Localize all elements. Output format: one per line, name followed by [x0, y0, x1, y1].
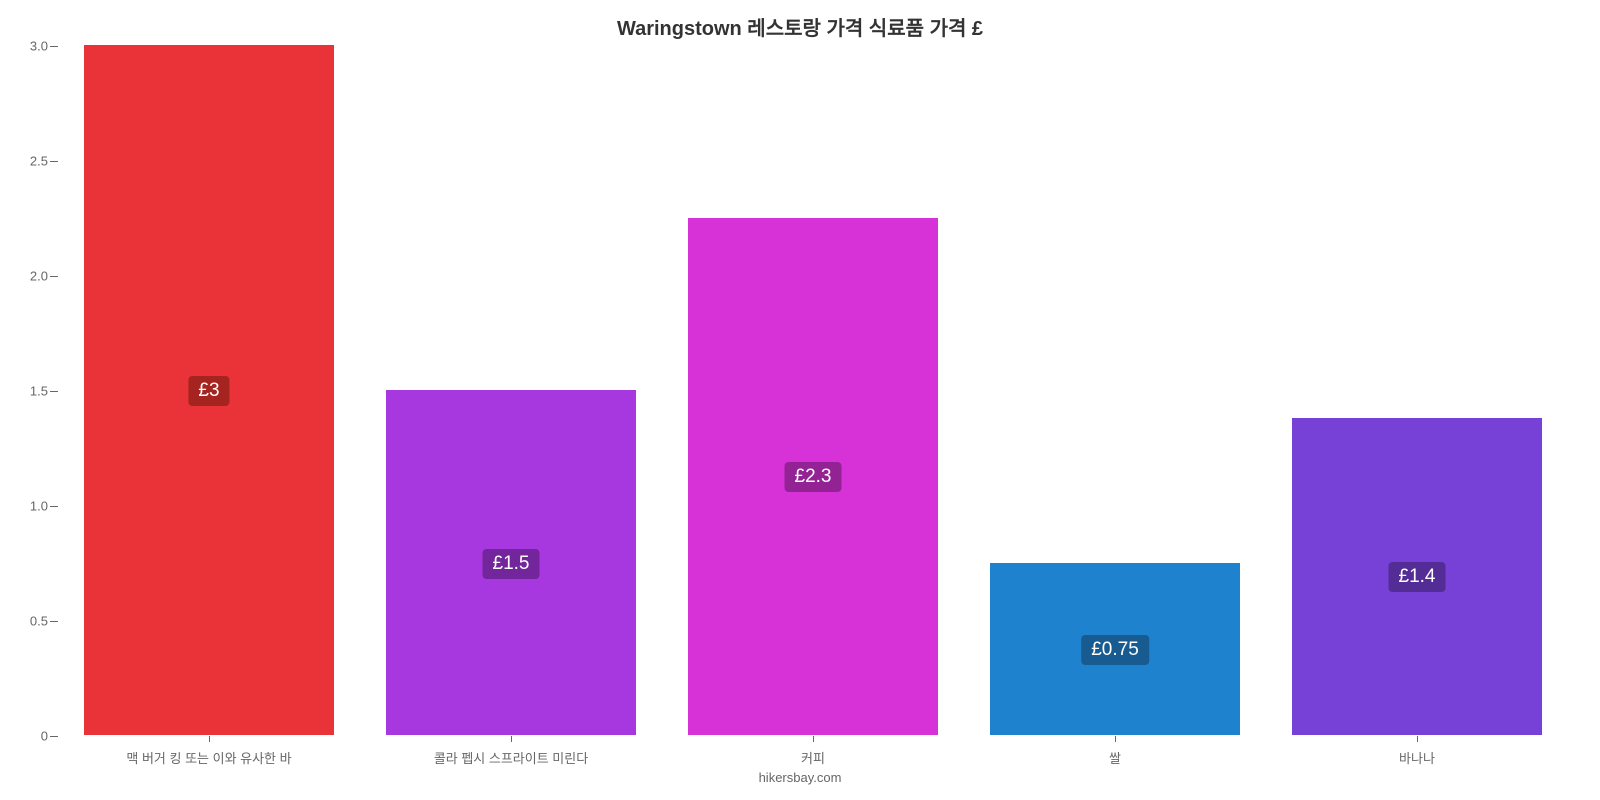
y-tick [50, 161, 58, 162]
y-tick-label: 2.5 [30, 154, 48, 169]
x-tick-label: 바나나 [1399, 748, 1435, 767]
plot-area: 00.51.01.52.02.53.0£3맥 버거 킹 또는 이와 유사한 바£… [58, 46, 1568, 736]
chart-attribution: hikersbay.com [0, 770, 1600, 785]
x-tick-label: 맥 버거 킹 또는 이와 유사한 바 [126, 748, 291, 767]
y-tick [50, 391, 58, 392]
x-tick-label: 콜라 펩시 스프라이트 미린다 [434, 748, 588, 767]
x-tick-label: 쌀 [1109, 748, 1121, 767]
bar-value-label: £2.3 [785, 462, 842, 492]
x-tick [1417, 736, 1418, 742]
bar-chart: Waringstown 레스토랑 가격 식료품 가격 £ 00.51.01.52… [0, 0, 1600, 800]
y-tick-label: 1.0 [30, 499, 48, 514]
y-tick-label: 0.5 [30, 614, 48, 629]
y-tick-label: 3.0 [30, 39, 48, 54]
bar-value-label: £1.4 [1389, 562, 1446, 592]
chart-title: Waringstown 레스토랑 가격 식료품 가격 £ [0, 12, 1600, 41]
y-tick [50, 621, 58, 622]
x-tick [209, 736, 210, 742]
x-tick [1115, 736, 1116, 742]
bar-value-label: £3 [188, 376, 229, 406]
y-tick-label: 0 [41, 729, 48, 744]
y-tick [50, 736, 58, 737]
y-tick-label: 2.0 [30, 269, 48, 284]
y-tick-label: 1.5 [30, 384, 48, 399]
bar-value-label: £1.5 [483, 549, 540, 579]
bar-value-label: £0.75 [1081, 635, 1149, 665]
y-tick [50, 46, 58, 47]
y-tick [50, 506, 58, 507]
y-tick [50, 276, 58, 277]
x-tick [511, 736, 512, 742]
x-tick-label: 커피 [801, 748, 825, 767]
x-tick [813, 736, 814, 742]
